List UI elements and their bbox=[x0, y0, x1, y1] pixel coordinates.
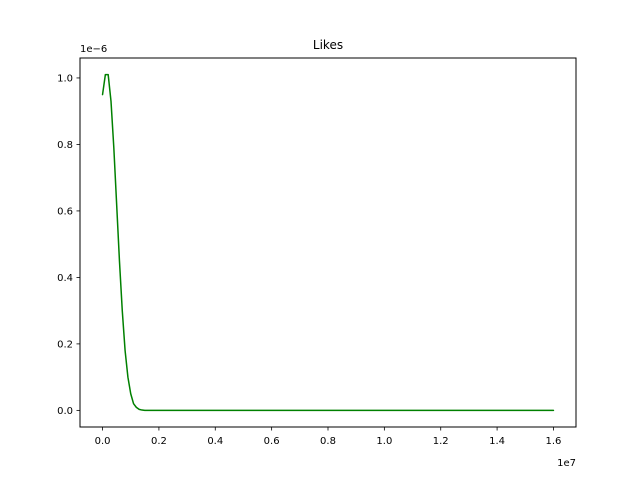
x-tick-label: 0.0 bbox=[95, 436, 111, 447]
x-tick-label: 1.2 bbox=[433, 436, 449, 447]
plot-area bbox=[80, 58, 576, 427]
y-tick-label: 0.8 bbox=[57, 140, 73, 151]
x-tick-label: 1.6 bbox=[546, 436, 562, 447]
x-tick-label: 0.6 bbox=[264, 436, 280, 447]
chart-title: Likes bbox=[313, 38, 343, 52]
y-axis: 0.0 0.2 0.4 0.6 0.8 1.0 bbox=[57, 73, 80, 417]
y-offset-label: 1e−6 bbox=[80, 44, 107, 55]
x-offset-label: 1e7 bbox=[557, 458, 576, 469]
series-layer bbox=[101, 73, 555, 412]
x-tick-label: 0.4 bbox=[207, 436, 223, 447]
x-tick-label: 0.8 bbox=[320, 436, 336, 447]
y-tick-label: 0.4 bbox=[57, 273, 73, 284]
y-tick-label: 0.6 bbox=[57, 206, 73, 217]
series-line-0 bbox=[101, 73, 555, 412]
y-tick-label: 0.2 bbox=[57, 339, 73, 350]
x-tick-label: 0.2 bbox=[151, 436, 167, 447]
y-tick-label: 0.0 bbox=[57, 406, 73, 417]
x-tick-label: 1.4 bbox=[489, 436, 505, 447]
x-tick-label: 1.0 bbox=[376, 436, 392, 447]
y-tick-label: 1.0 bbox=[57, 73, 73, 84]
x-axis: 0.0 0.2 0.4 0.6 0.8 1.0 1.2 1.4 1.6 bbox=[95, 427, 562, 447]
